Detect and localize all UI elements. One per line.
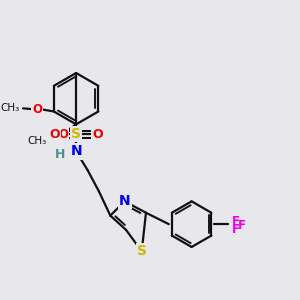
Text: N: N bbox=[119, 194, 130, 208]
Text: F: F bbox=[232, 215, 240, 228]
Text: N: N bbox=[70, 144, 82, 158]
Text: O: O bbox=[58, 128, 68, 141]
Text: F: F bbox=[238, 219, 245, 232]
Text: O: O bbox=[92, 128, 103, 141]
Text: F: F bbox=[232, 224, 240, 236]
Text: O: O bbox=[50, 128, 60, 141]
Text: CH₃: CH₃ bbox=[0, 103, 20, 113]
Text: S: S bbox=[71, 127, 81, 141]
Text: O: O bbox=[32, 103, 42, 116]
Text: H: H bbox=[55, 148, 66, 161]
Text: S: S bbox=[137, 244, 147, 258]
Text: CH₃: CH₃ bbox=[28, 136, 47, 146]
